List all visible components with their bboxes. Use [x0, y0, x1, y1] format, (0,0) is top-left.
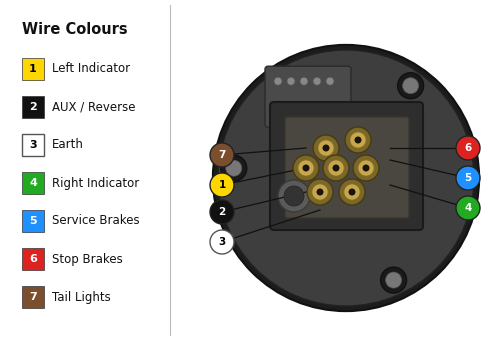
FancyBboxPatch shape — [22, 96, 44, 118]
Text: 7: 7 — [29, 292, 37, 302]
Circle shape — [348, 188, 356, 195]
Circle shape — [381, 267, 406, 293]
Circle shape — [402, 78, 419, 94]
Text: AUX / Reverse: AUX / Reverse — [52, 101, 135, 114]
Circle shape — [303, 165, 309, 171]
Text: 3: 3 — [29, 140, 37, 150]
Text: 7: 7 — [218, 150, 226, 160]
Circle shape — [456, 166, 480, 190]
Text: Left Indicator: Left Indicator — [52, 63, 130, 75]
Text: 5: 5 — [464, 173, 472, 183]
Text: Tail Lights: Tail Lights — [52, 290, 111, 304]
Circle shape — [312, 184, 328, 200]
Circle shape — [339, 179, 365, 205]
Circle shape — [210, 200, 234, 224]
Circle shape — [278, 180, 310, 212]
FancyBboxPatch shape — [22, 248, 44, 270]
Text: 2: 2 — [218, 207, 226, 217]
Circle shape — [274, 77, 282, 85]
Circle shape — [210, 143, 234, 167]
Circle shape — [326, 77, 334, 85]
Text: 5: 5 — [29, 216, 37, 226]
Circle shape — [313, 135, 339, 161]
Circle shape — [316, 188, 324, 195]
FancyBboxPatch shape — [22, 286, 44, 308]
FancyBboxPatch shape — [22, 172, 44, 194]
FancyBboxPatch shape — [22, 134, 44, 156]
FancyBboxPatch shape — [22, 210, 44, 232]
Circle shape — [328, 160, 344, 176]
Circle shape — [307, 179, 333, 205]
Circle shape — [313, 77, 321, 85]
Circle shape — [298, 160, 314, 176]
Circle shape — [287, 77, 295, 85]
Text: Service Brakes: Service Brakes — [52, 215, 140, 227]
Circle shape — [322, 144, 330, 152]
Circle shape — [318, 140, 334, 156]
FancyBboxPatch shape — [285, 117, 409, 218]
Circle shape — [210, 173, 234, 197]
Circle shape — [456, 136, 480, 160]
Text: 1: 1 — [29, 64, 37, 74]
Circle shape — [398, 73, 424, 99]
Text: 1: 1 — [218, 180, 226, 190]
Circle shape — [293, 155, 319, 181]
Circle shape — [350, 132, 366, 148]
Text: 3: 3 — [218, 237, 226, 247]
Circle shape — [333, 165, 339, 171]
Text: 2: 2 — [29, 102, 37, 112]
Circle shape — [358, 160, 374, 176]
Circle shape — [353, 155, 379, 181]
FancyBboxPatch shape — [265, 66, 351, 127]
FancyBboxPatch shape — [270, 102, 423, 230]
Circle shape — [386, 272, 401, 288]
Text: 4: 4 — [29, 178, 37, 188]
Circle shape — [344, 184, 360, 200]
Circle shape — [300, 77, 308, 85]
Circle shape — [363, 165, 369, 171]
Text: Wire Colours: Wire Colours — [22, 22, 127, 37]
Text: 6: 6 — [464, 143, 472, 153]
Circle shape — [284, 186, 304, 206]
Text: 4: 4 — [464, 203, 472, 213]
FancyBboxPatch shape — [22, 58, 44, 80]
Circle shape — [456, 196, 480, 220]
Circle shape — [226, 160, 242, 176]
Circle shape — [218, 50, 474, 306]
Circle shape — [323, 155, 349, 181]
Circle shape — [355, 136, 362, 143]
Circle shape — [345, 127, 371, 153]
Text: Right Indicator: Right Indicator — [52, 176, 139, 189]
Text: Stop Brakes: Stop Brakes — [52, 253, 123, 266]
Circle shape — [221, 155, 247, 181]
Text: Earth: Earth — [52, 138, 84, 152]
Circle shape — [210, 230, 234, 254]
Text: 6: 6 — [29, 254, 37, 264]
Circle shape — [213, 45, 479, 311]
